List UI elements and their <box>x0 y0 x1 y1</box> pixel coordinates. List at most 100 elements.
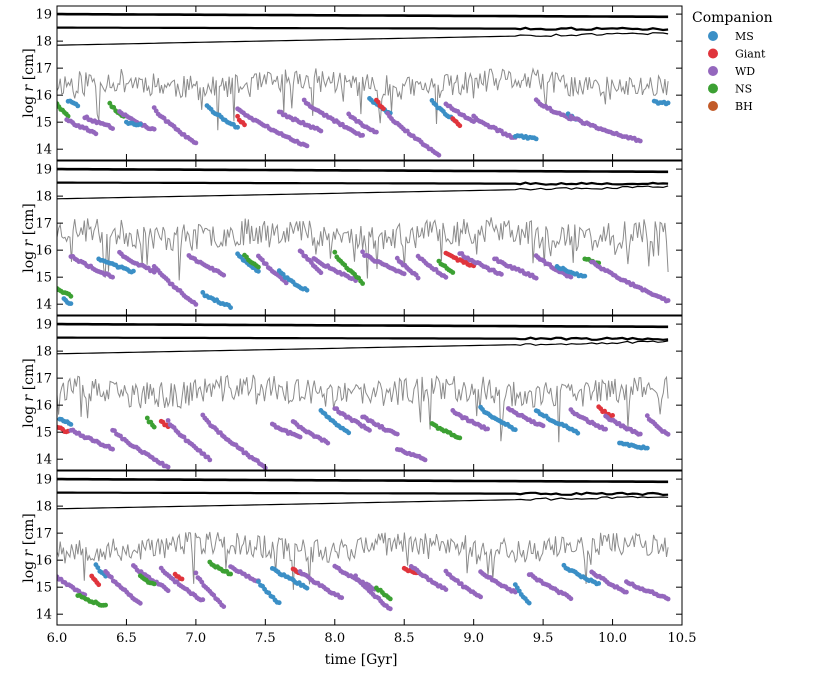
point <box>93 131 99 137</box>
point <box>471 119 477 124</box>
point <box>401 271 407 277</box>
track-wd <box>443 568 483 600</box>
point <box>68 301 74 306</box>
y-axis-label: log r [cm] <box>21 358 37 428</box>
track-wd <box>568 113 643 144</box>
panel-frame <box>56 5 683 161</box>
middle-line <box>57 336 669 341</box>
track-ns <box>207 559 234 577</box>
y-tick-label: 16 <box>35 89 52 104</box>
legend-label: WD <box>735 65 755 78</box>
legend-marker <box>708 83 718 94</box>
point <box>436 152 442 158</box>
point <box>512 427 518 433</box>
point <box>193 140 199 146</box>
legend: Companion MS Giant WD NS BH <box>692 10 773 113</box>
y-tick-label: 18 <box>35 190 52 205</box>
track-wd <box>256 253 289 286</box>
x-axis-label: time [Gyr] <box>325 652 398 668</box>
y-tick-label: 16 <box>35 399 52 414</box>
track-wd <box>526 572 574 602</box>
track-ms <box>256 579 282 606</box>
point <box>568 596 574 602</box>
point <box>68 293 74 299</box>
outer-line <box>57 167 669 174</box>
track-ns <box>144 415 157 430</box>
y-tick-label: 14 <box>35 298 52 313</box>
point <box>283 280 289 286</box>
x-tick-label: 8.0 <box>324 631 345 646</box>
track-ms <box>651 98 671 107</box>
track-ms <box>533 408 581 436</box>
track-wd <box>394 255 421 281</box>
track-ns <box>242 252 261 270</box>
point <box>374 129 379 135</box>
track-ms <box>96 256 136 275</box>
legend-label: MS <box>735 30 754 43</box>
track-ms <box>269 566 310 591</box>
point <box>457 435 463 441</box>
point <box>181 434 187 440</box>
y-tick-label: 19 <box>35 163 52 178</box>
track-wd <box>57 574 88 598</box>
middle-line <box>57 181 669 186</box>
point <box>422 457 428 463</box>
point <box>665 596 671 602</box>
track-wd <box>492 256 539 281</box>
point <box>151 424 157 430</box>
track-wd <box>297 569 345 601</box>
y-tick-label: 17 <box>35 217 52 232</box>
y-tick-label: 15 <box>35 271 52 286</box>
track-ms <box>318 408 352 436</box>
x-tick-label: 9.5 <box>533 631 554 646</box>
track-wd <box>360 249 407 277</box>
track-wd <box>235 106 310 149</box>
legend-entry-wd: WD <box>708 65 755 78</box>
track-wd <box>506 406 546 429</box>
point <box>353 573 358 579</box>
track-wd <box>103 569 143 606</box>
point <box>165 418 171 423</box>
point <box>256 268 261 274</box>
point <box>478 594 483 600</box>
track-ms <box>512 582 532 606</box>
y-tick-label: 14 <box>35 453 52 468</box>
y-tick-label: 17 <box>35 527 52 542</box>
track-wd <box>353 573 393 612</box>
track-wd <box>151 264 199 307</box>
y-tick-label: 14 <box>35 608 52 623</box>
x-tick-label: 7.5 <box>255 631 276 646</box>
outer-line <box>57 477 669 484</box>
point <box>228 571 234 577</box>
point <box>526 600 532 606</box>
point <box>221 272 227 278</box>
point <box>540 423 546 429</box>
track-ns <box>57 101 71 119</box>
point <box>339 595 345 601</box>
y-tick-label: 18 <box>35 345 52 360</box>
point <box>346 430 352 436</box>
track-wd <box>568 407 608 432</box>
point <box>644 445 650 451</box>
y-axis-label: log r [cm] <box>21 203 37 273</box>
track-wd <box>151 105 199 146</box>
legend-marker <box>708 66 718 76</box>
track-wd <box>301 97 365 138</box>
point <box>165 464 171 470</box>
track-wd <box>443 101 477 124</box>
point <box>235 113 241 119</box>
track-wd <box>64 117 99 137</box>
track-ms <box>276 268 310 293</box>
panel-frame <box>56 315 683 471</box>
y-tick-label: 15 <box>35 116 52 131</box>
inner-line <box>57 32 669 46</box>
point <box>637 138 643 144</box>
gray-line <box>57 217 669 281</box>
point <box>228 305 234 310</box>
point <box>95 565 101 570</box>
legend-title: Companion <box>692 10 773 26</box>
point <box>533 275 539 281</box>
track-wd <box>394 447 428 463</box>
track-giant <box>374 97 386 112</box>
